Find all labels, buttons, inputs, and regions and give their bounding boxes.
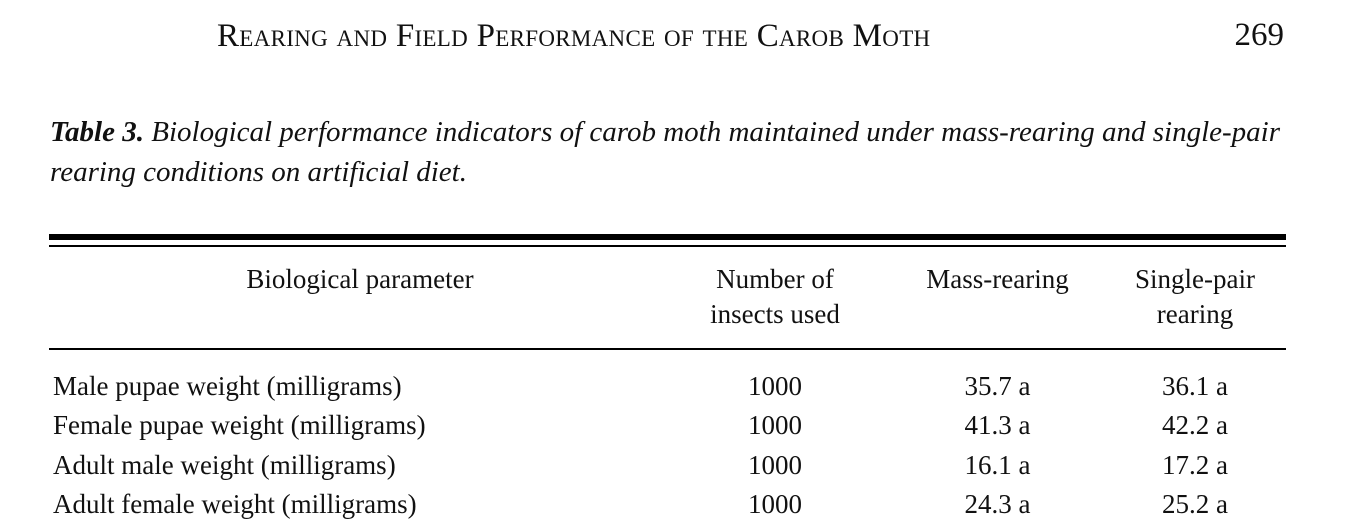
cell-single-pair: 25.2 a (1162, 489, 1228, 519)
header-number-line1: Number of (716, 264, 834, 294)
table-row: Male pupae weight (milligrams) 1000 35.7… (0, 366, 1354, 406)
cell-number: 1000 (748, 371, 802, 401)
table-row: Adult male weight (milligrams) 1000 16.1… (0, 445, 1354, 485)
page-number: 269 (1234, 17, 1285, 53)
table-header-rule (49, 348, 1286, 350)
table-row: Adult female weight (milligrams) 1000 24… (0, 484, 1354, 524)
cell-number: 1000 (748, 450, 802, 480)
cell-number: 1000 (748, 410, 802, 440)
cell-parameter: Female pupae weight (milligrams) (53, 410, 426, 440)
cell-single-pair: 17.2 a (1162, 450, 1228, 480)
cell-mass-rearing: 41.3 a (964, 410, 1031, 440)
header-single-line1: Single-pair (1135, 264, 1255, 294)
table-row: Female pupae weight (milligrams) 1000 41… (0, 405, 1354, 445)
header-biological-parameter: Biological parameter (246, 264, 474, 294)
cell-single-pair: 36.1 a (1162, 371, 1228, 401)
running-title: Rearing and Field Performance of the Car… (217, 18, 931, 54)
running-head: Rearing and Field Performance of the Car… (0, 14, 1354, 64)
cell-mass-rearing: 24.3 a (964, 489, 1031, 519)
cell-number: 1000 (748, 489, 802, 519)
header-number-line2: insects used (710, 299, 840, 329)
header-single-line2: rearing (1156, 299, 1234, 329)
cell-parameter: Male pupae weight (milligrams) (53, 371, 402, 401)
table-caption-text: Biological performance indicators of car… (50, 116, 1280, 188)
table-caption: Table 3. Biological performance indicato… (50, 112, 1295, 192)
table-top-rule (49, 234, 1286, 240)
cell-mass-rearing: 35.7 a (964, 371, 1031, 401)
table-top-rule-thin (49, 245, 1286, 247)
header-mass-rearing: Mass-rearing (926, 264, 1069, 294)
table-label: Table 3. (50, 116, 144, 148)
cell-mass-rearing: 16.1 a (964, 450, 1031, 480)
cell-parameter: Adult male weight (milligrams) (53, 450, 396, 480)
header-number-of-insects: Number of insects used (690, 262, 860, 332)
cell-parameter: Adult female weight (milligrams) (53, 489, 417, 519)
cell-single-pair: 42.2 a (1162, 410, 1228, 440)
header-single-pair-rearing: Single-pair rearing (1110, 262, 1280, 332)
